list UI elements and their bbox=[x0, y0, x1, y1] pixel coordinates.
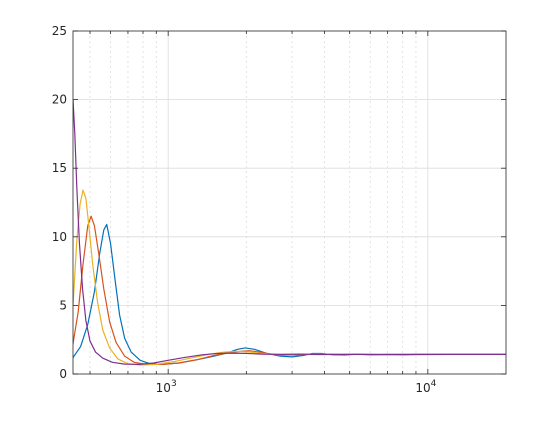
y-tick-label: 5 bbox=[59, 298, 67, 312]
y-tick-label: 25 bbox=[52, 24, 67, 38]
x-tick-label: 104 bbox=[415, 379, 436, 395]
grid-layer bbox=[73, 31, 506, 374]
series-line-3 bbox=[73, 189, 506, 366]
x-tick-label: 103 bbox=[156, 379, 177, 395]
axes-box bbox=[72, 30, 507, 375]
series-line-4 bbox=[73, 99, 506, 365]
y-tick-label: 15 bbox=[52, 161, 67, 175]
series-line-1 bbox=[73, 223, 506, 365]
series-layer bbox=[73, 99, 506, 366]
y-tick-label: 20 bbox=[52, 93, 67, 107]
y-tick-label: 10 bbox=[52, 230, 67, 244]
tick-layer bbox=[73, 30, 506, 375]
y-tick-label: 0 bbox=[59, 367, 67, 381]
tick-label-layer: 103 104 0 5 10 15 20 25 bbox=[52, 24, 437, 395]
series-line-2 bbox=[73, 215, 506, 365]
